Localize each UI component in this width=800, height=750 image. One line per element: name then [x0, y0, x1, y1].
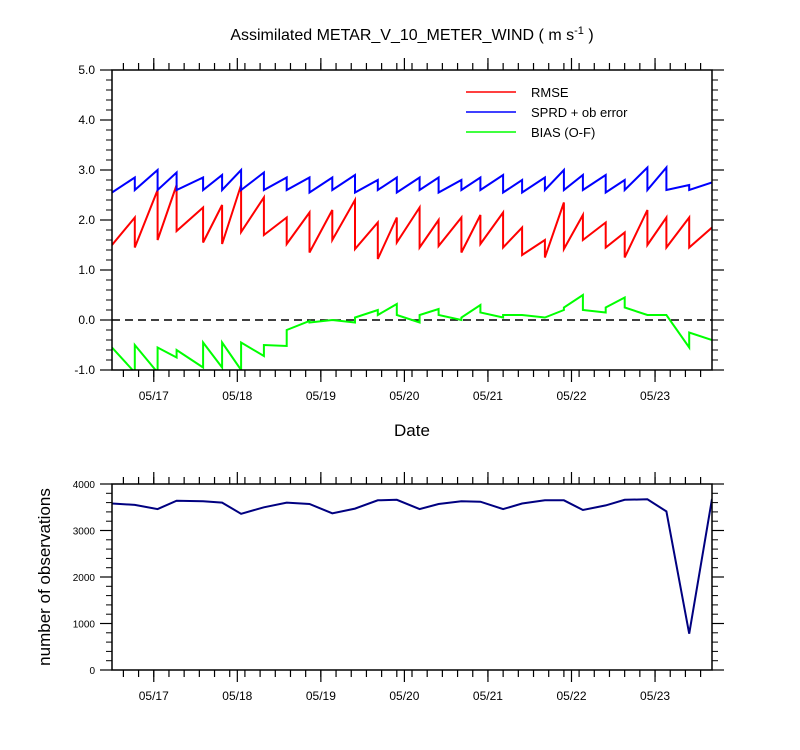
x-tick-label: 05/23 — [640, 389, 670, 403]
title-superscript: -1 — [574, 25, 584, 37]
top-plot: 05/17 05/18 05/19 05/20 05/21 05/22 05/23 -1.0 0… — [74, 58, 724, 403]
y-tick-label: 2000 — [73, 573, 96, 584]
y-tick-label: 0 — [89, 666, 95, 677]
legend-label: SPRD + ob error — [531, 105, 628, 120]
x-tick-label: 05/18 — [222, 689, 252, 703]
x-tick-label: 05/22 — [556, 689, 586, 703]
series-line-bias-o-f — [112, 293, 712, 370]
y-tick-label: 5.0 — [78, 63, 95, 77]
x-tick-label: 05/17 — [139, 689, 169, 703]
series-line-rmse — [112, 184, 712, 260]
series-line-sprd-ob-error — [112, 164, 712, 195]
x-tick-label: 05/19 — [306, 389, 336, 403]
chart-title: Assimilated METAR_V_10_METER_WIND ( m s-… — [230, 25, 593, 44]
series-line-obs-count — [112, 498, 712, 634]
x-tick-label: 05/21 — [473, 689, 503, 703]
x-tick-label: 05/17 — [139, 389, 169, 403]
title-suffix: ) — [584, 27, 594, 44]
y-axis-label-bottom: number of observations — [35, 488, 54, 666]
y-tick-label: 2.0 — [78, 213, 95, 227]
x-tick-label: 05/21 — [473, 389, 503, 403]
x-tick-label: 05/20 — [389, 689, 419, 703]
bottom-plot: 05/17 05/18 05/19 05/20 05/21 05/22 05/23 0 1000… — [73, 472, 724, 703]
y-tick-label: 3000 — [73, 527, 96, 538]
x-axis-label: Date — [394, 421, 430, 440]
plot-frame — [111, 69, 713, 371]
x-tick-label: 05/22 — [556, 389, 586, 403]
y-tick-label: 0.0 — [78, 313, 95, 327]
x-tick-label: 05/23 — [640, 689, 670, 703]
x-tick-label: 05/19 — [306, 689, 336, 703]
x-tick-label: 05/20 — [389, 389, 419, 403]
y-tick-label: -1.0 — [74, 363, 95, 377]
y-tick-label: 4.0 — [78, 113, 95, 127]
y-tick-label: 1.0 — [78, 263, 95, 277]
y-tick-label: 4000 — [73, 480, 96, 491]
y-tick-label: 1000 — [73, 620, 96, 631]
x-tick-label: 05/18 — [222, 389, 252, 403]
y-tick-label: 3.0 — [78, 163, 95, 177]
title-main: Assimilated METAR_V_10_METER_WIND ( m s — [230, 27, 574, 44]
legend-label: RMSE — [531, 85, 569, 100]
legend-label: BIAS (O-F) — [531, 125, 595, 140]
plot-frame — [111, 483, 713, 671]
